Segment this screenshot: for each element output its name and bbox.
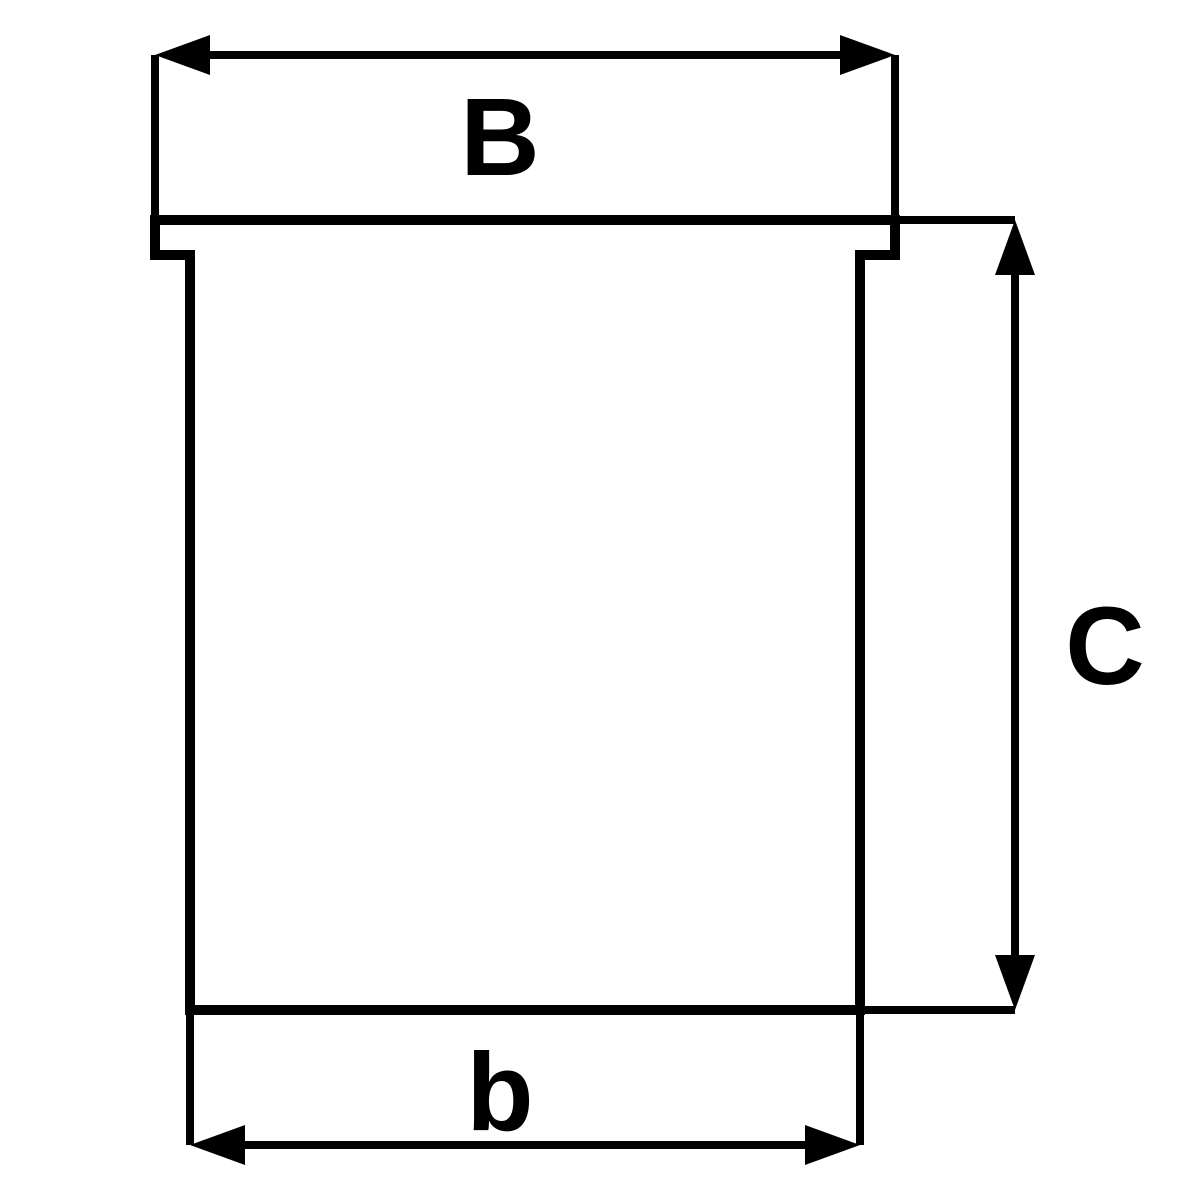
dimension-B-label: B	[460, 76, 539, 199]
dimension-b-label: b	[466, 1031, 533, 1154]
dimension-C-label: C	[1065, 585, 1144, 708]
